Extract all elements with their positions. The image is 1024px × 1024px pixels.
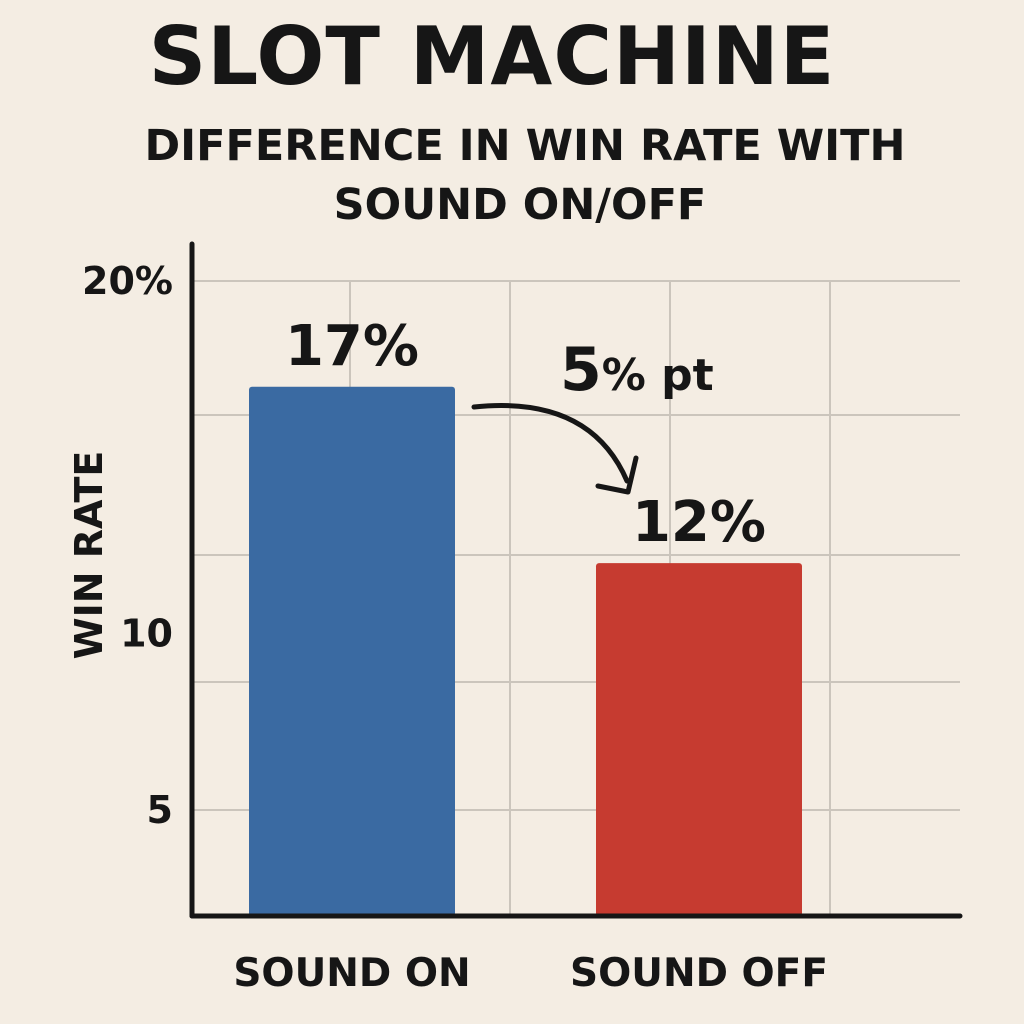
x-category-label-2: SOUND OFF <box>570 951 828 996</box>
y-tick-label-5: 5 <box>147 788 173 832</box>
chart-subtitle-line-1: DIFFERENCE IN WIN RATE WITH <box>144 121 905 171</box>
chart-subtitle-line-2: SOUND ON/OFF <box>334 180 707 230</box>
data-label-1: 17% <box>285 314 419 379</box>
difference-value: 5 <box>560 335 602 405</box>
bar-sound-on <box>249 386 455 916</box>
chart-title: SLOT MACHINE <box>149 10 836 103</box>
difference-arrow <box>471 403 630 484</box>
y-axis-title: WIN RATE <box>67 451 111 660</box>
difference-annotation: 5% pt <box>560 335 714 405</box>
bars <box>249 386 802 916</box>
data-label-2: 12% <box>632 490 766 555</box>
difference-arrowhead <box>595 455 639 495</box>
axes <box>189 241 963 919</box>
bar-sound-off <box>596 563 802 916</box>
y-tick-label-20: 20% <box>82 259 173 303</box>
difference-unit: % pt <box>602 350 714 401</box>
x-category-label-1: SOUND ON <box>233 951 470 996</box>
y-tick-label-10: 10 <box>120 612 173 656</box>
